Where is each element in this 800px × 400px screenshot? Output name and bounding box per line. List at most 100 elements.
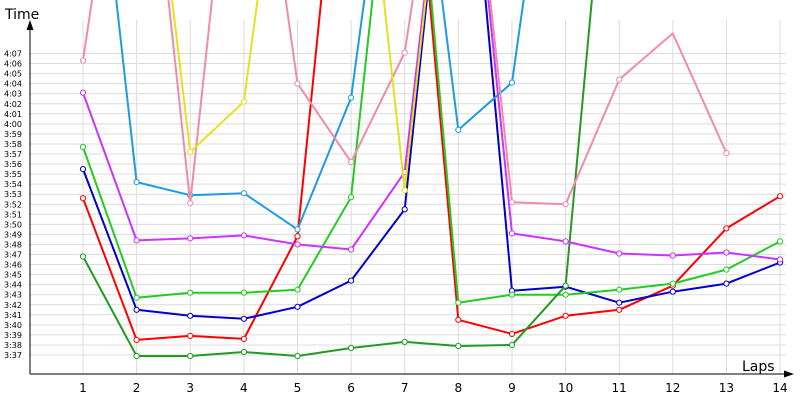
data-point (616, 306, 623, 313)
data-point (508, 230, 516, 237)
x-tick-label: 8 (455, 381, 463, 395)
x-tick-label: 11 (612, 381, 627, 395)
data-point (777, 256, 784, 263)
y-tick-label: 3:58 (4, 140, 22, 149)
data-point (79, 166, 87, 173)
data-point (187, 200, 194, 207)
data-point (777, 193, 784, 200)
data-point (562, 312, 569, 319)
data-point (616, 76, 623, 83)
y-tick-label: 3:49 (4, 230, 22, 239)
series-line (171, 0, 427, 192)
data-point (348, 246, 355, 253)
data-point (187, 332, 194, 339)
data-point (187, 148, 194, 156)
y-tick-label: 3:50 (4, 220, 22, 229)
data-point (240, 335, 247, 342)
y-tick-labels: 3:373:383:393:403:413:423:433:443:453:46… (4, 50, 22, 361)
data-point (455, 126, 462, 133)
data-point (562, 282, 569, 289)
data-point (348, 158, 355, 166)
data-point (79, 57, 87, 64)
gridlines (30, 20, 786, 374)
series (79, 0, 784, 360)
data-point (562, 291, 569, 298)
y-tick-label: 3:40 (4, 321, 22, 330)
y-axis-title: Time (4, 7, 39, 23)
data-point (723, 266, 730, 273)
y-tick-label: 4:06 (4, 60, 22, 69)
series-1 (79, 0, 784, 343)
y-tick-label: 3:42 (4, 301, 22, 310)
y-tick-label: 4:02 (4, 100, 22, 109)
data-point (401, 206, 408, 213)
x-tick-labels: 1 2 3 4 5 6 7 8 9 10 11 12 13 14 (79, 381, 788, 395)
y-tick-label: 4:03 (4, 90, 22, 99)
series-8 (171, 0, 427, 194)
series-line (115, 0, 525, 231)
x-tick-label: 3 (186, 381, 194, 395)
y-tick-label: 3:37 (4, 351, 22, 360)
data-point (508, 199, 516, 206)
series-line (82, 0, 781, 304)
data-point (455, 342, 462, 350)
data-point (294, 226, 301, 233)
data-point (616, 286, 623, 293)
y-tick-label: 3:48 (4, 240, 22, 249)
y-tick-label: 3:47 (4, 251, 22, 260)
data-point (240, 232, 247, 239)
y-tick-label: 3:45 (4, 271, 22, 280)
series-5 (79, 0, 784, 263)
y-tick-label: 3:56 (4, 160, 22, 169)
data-point (79, 89, 87, 96)
series-3 (79, 0, 784, 306)
data-point (187, 289, 194, 296)
y-tick-label: 4:07 (4, 50, 22, 59)
data-point (79, 195, 87, 202)
data-point (240, 289, 247, 296)
data-point (240, 98, 247, 105)
y-tick-label: 3:41 (4, 311, 22, 320)
data-point (669, 280, 676, 287)
x-tick-label: 13 (719, 381, 734, 395)
y-tick-label: 3:55 (4, 170, 22, 179)
y-tick-label: 3:44 (4, 281, 22, 290)
data-point (294, 352, 301, 360)
x-axis-arrow (784, 370, 794, 378)
series-7 (79, 0, 730, 208)
data-point (240, 190, 247, 197)
data-point (508, 79, 516, 86)
data-point (723, 280, 730, 287)
data-point (616, 250, 623, 257)
series-line (82, 0, 781, 261)
data-point (133, 237, 140, 244)
y-tick-label: 3:43 (4, 291, 22, 300)
axes: Time Laps (4, 7, 794, 378)
y-tick-label: 4:01 (4, 110, 22, 119)
y-tick-label: 3:38 (4, 341, 22, 350)
series-4 (79, 0, 593, 360)
data-point (133, 306, 140, 313)
y-tick-label: 3:39 (4, 331, 22, 340)
data-point (133, 352, 140, 360)
y-tick-label: 3:59 (4, 130, 22, 139)
data-point (777, 238, 784, 245)
data-point (294, 241, 301, 248)
data-point (348, 277, 355, 284)
x-tick-label: 1 (79, 381, 87, 395)
data-point (133, 294, 140, 301)
x-axis-title: Laps (742, 359, 775, 375)
data-point (240, 315, 247, 322)
data-point (187, 352, 194, 360)
y-tick-label: 3:53 (4, 190, 22, 199)
data-point (187, 312, 194, 319)
x-tick-label: 2 (133, 381, 141, 395)
data-point (455, 299, 462, 306)
data-point (294, 286, 301, 293)
series-line (82, 0, 781, 320)
data-point (508, 330, 516, 337)
x-tick-label: 7 (401, 381, 409, 395)
data-point (133, 336, 140, 343)
y-tick-label: 3:52 (4, 200, 22, 209)
x-tick-label: 5 (294, 381, 302, 395)
